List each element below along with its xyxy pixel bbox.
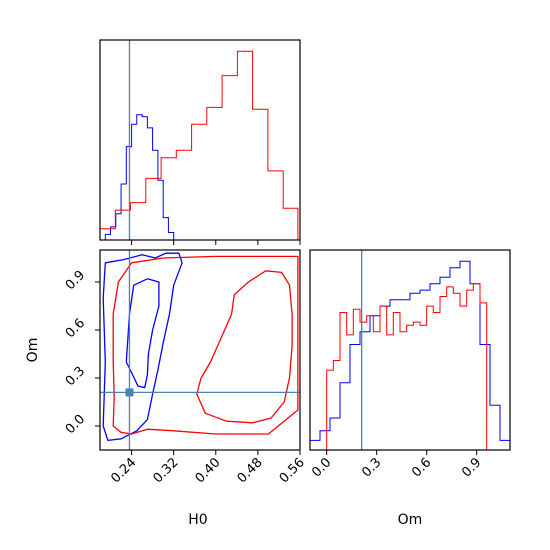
contour-1 (125, 278, 160, 389)
contour-x-tick-label-3: 0.48 (235, 455, 266, 486)
contour-3 (196, 270, 293, 424)
contour-x-tick-label-0: 0.24 (108, 455, 139, 486)
om-histogram-series (309, 260, 511, 450)
om-histogram-series-0 (309, 260, 511, 450)
om-x-ticks: 0.0 0.3 0.6 0.9 (309, 450, 484, 480)
h0-histogram-frame (99, 39, 301, 241)
contour-y-ticks: 0.0 0.3 0.6 0.9 (63, 268, 100, 437)
om-x-tick-label-2: 0.6 (409, 455, 434, 480)
contour-0 (102, 252, 183, 442)
y-axis-label-om: Om (25, 338, 41, 363)
om-histogram-panel: 0.0 0.3 0.6 0.9 Om (309, 249, 511, 528)
om-x-tick-label-0: 0.0 (309, 455, 334, 480)
contour-y-tick-label-0: 0.0 (63, 412, 88, 437)
contour-series (102, 252, 299, 442)
contour-x-tick-label-1: 0.32 (150, 455, 181, 486)
truth-marker (125, 388, 134, 397)
contour-y-tick-label-2: 0.6 (63, 316, 88, 341)
h0-histogram-series-0 (100, 114, 175, 241)
om-x-tick-label-3: 0.9 (459, 455, 484, 480)
contour-x-tick-label-4: 0.56 (277, 455, 308, 486)
x-axis-label-h0: H0 (188, 512, 207, 528)
h0-histogram-ticks (131, 240, 301, 245)
contour-x-ticks: 0.24 0.32 0.40 0.48 0.56 (108, 450, 308, 486)
om-x-tick-label-1: 0.3 (359, 455, 384, 480)
h0-histogram-series-1 (99, 50, 299, 240)
x-axis-label-om: Om (398, 512, 423, 528)
contour-x-tick-label-2: 0.40 (193, 455, 224, 486)
om-histogram-frame (309, 249, 511, 451)
contour-y-tick-label-1: 0.3 (63, 364, 88, 389)
h0-histogram-panel (99, 39, 301, 245)
h0-om-contour-panel: 0.24 0.32 0.40 0.48 0.56 0.0 0.3 0.6 0.9 H0 Om (25, 249, 308, 528)
om-histogram-series-1 (326, 283, 488, 450)
contour-frame (99, 249, 301, 451)
contour-2 (112, 255, 299, 435)
h0-histogram-series (99, 50, 299, 241)
contour-y-tick-label-3: 0.9 (63, 268, 88, 293)
